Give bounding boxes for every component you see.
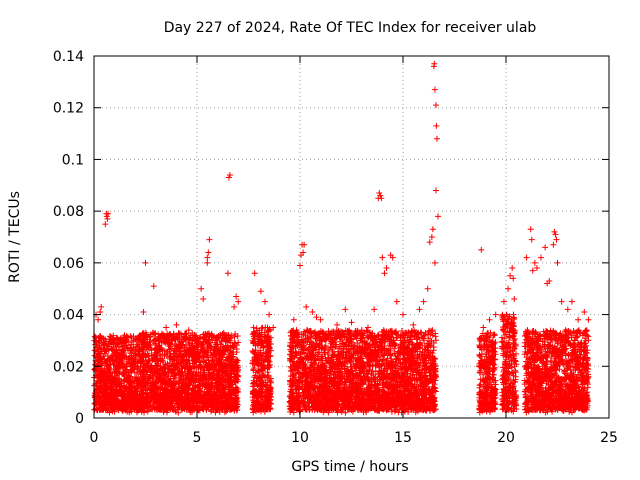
data-point bbox=[134, 337, 141, 344]
data-point bbox=[118, 392, 125, 399]
data-point bbox=[122, 385, 129, 392]
data-point bbox=[100, 398, 107, 405]
data-point bbox=[94, 373, 101, 380]
data-point bbox=[97, 335, 104, 342]
data-point bbox=[115, 343, 122, 350]
data-point bbox=[114, 381, 121, 388]
data-point bbox=[92, 334, 99, 341]
data-point bbox=[107, 362, 114, 369]
data-point bbox=[120, 347, 127, 354]
data-point bbox=[136, 333, 143, 340]
data-point bbox=[126, 409, 133, 416]
data-point bbox=[102, 358, 109, 365]
data-point bbox=[127, 350, 134, 357]
data-point bbox=[102, 346, 109, 353]
data-point bbox=[107, 355, 114, 362]
data-point bbox=[92, 341, 99, 348]
data-layer bbox=[91, 60, 592, 416]
data-point bbox=[98, 379, 105, 386]
data-point bbox=[129, 366, 136, 373]
data-point bbox=[91, 352, 98, 359]
data-point bbox=[98, 370, 105, 377]
chart-title: Day 227 of 2024, Rate Of TEC Index for r… bbox=[164, 20, 537, 36]
data-point bbox=[121, 372, 128, 379]
data-point bbox=[91, 394, 98, 401]
data-point bbox=[106, 345, 113, 352]
grid-layer bbox=[94, 56, 609, 418]
data-point bbox=[98, 334, 105, 341]
data-point bbox=[112, 365, 119, 372]
data-point bbox=[96, 340, 103, 347]
data-point bbox=[132, 373, 139, 380]
data-point bbox=[93, 367, 100, 374]
data-point bbox=[114, 369, 121, 376]
data-point bbox=[102, 350, 109, 357]
data-point bbox=[127, 378, 134, 385]
data-point bbox=[134, 383, 141, 390]
data-point bbox=[111, 349, 118, 356]
data-point bbox=[102, 338, 109, 345]
data-point bbox=[125, 356, 132, 363]
data-point bbox=[128, 341, 135, 348]
